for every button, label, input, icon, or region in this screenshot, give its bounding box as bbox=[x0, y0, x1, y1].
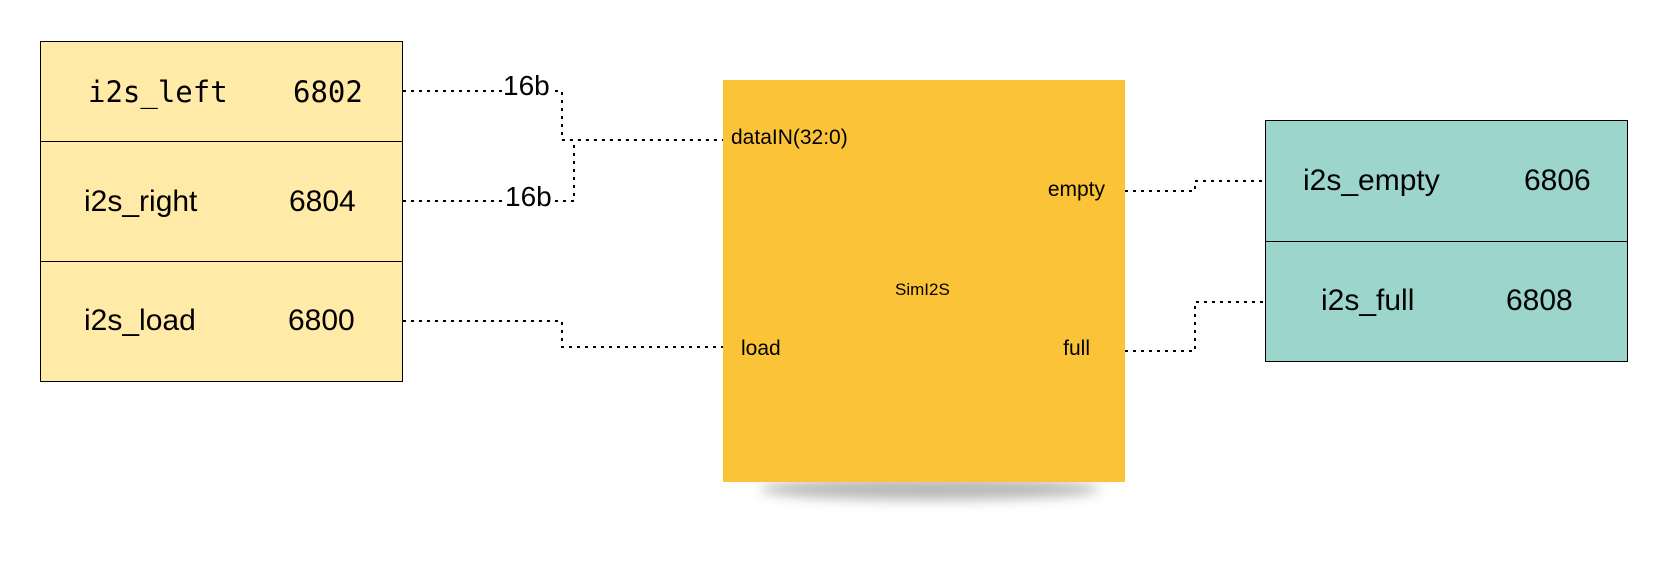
register-row-i2s-empty: i2s_empty 6806 bbox=[1266, 121, 1627, 241]
wire-full bbox=[1125, 301, 1265, 352]
right-register-table: i2s_empty 6806 i2s_full 6808 bbox=[1265, 120, 1628, 362]
wire-load bbox=[403, 320, 723, 348]
register-address: 6804 bbox=[289, 184, 356, 218]
register-row-i2s-load: i2s_load 6800 bbox=[41, 261, 402, 380]
register-name: i2s_right bbox=[84, 184, 198, 218]
wire-left-to-datain bbox=[403, 90, 723, 141]
register-row-i2s-right: i2s_right 6804 bbox=[41, 141, 402, 261]
port-full: full bbox=[1063, 337, 1090, 360]
block-title: SimI2S bbox=[895, 280, 950, 299]
register-name: i2s_load bbox=[84, 304, 196, 337]
block-shadow bbox=[760, 478, 1100, 500]
register-name: i2s_full bbox=[1321, 284, 1415, 317]
simi2s-block: dataIN(32:0) load empty full SimI2S bbox=[723, 80, 1125, 482]
register-name: i2s_left bbox=[88, 74, 228, 109]
bus-width-label-left: 16b bbox=[502, 70, 551, 102]
register-name: i2s_empty bbox=[1303, 164, 1440, 197]
register-address: 6800 bbox=[288, 304, 355, 337]
bus-width-label-right: 16b bbox=[504, 181, 553, 213]
port-empty: empty bbox=[1047, 178, 1105, 201]
wire-right-to-datain bbox=[403, 140, 575, 202]
register-address: 6808 bbox=[1506, 284, 1573, 317]
port-load: load bbox=[741, 337, 781, 360]
left-register-table: i2s_left 6802 i2s_right 6804 i2s_load 68… bbox=[40, 41, 403, 382]
register-row-i2s-left: i2s_left 6802 bbox=[41, 42, 402, 141]
register-address: 6806 bbox=[1524, 164, 1591, 197]
port-data-in: dataIN(32:0) bbox=[731, 126, 848, 149]
register-row-i2s-full: i2s_full 6808 bbox=[1266, 241, 1627, 360]
register-address: 6802 bbox=[293, 74, 363, 109]
wire-empty bbox=[1125, 180, 1265, 192]
